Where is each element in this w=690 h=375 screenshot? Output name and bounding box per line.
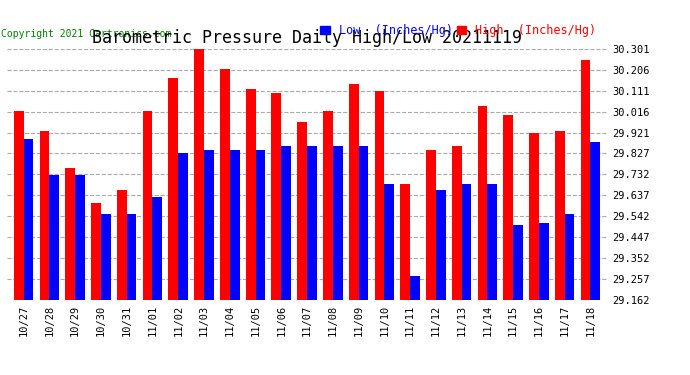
Bar	[91, 203, 101, 300]
Bar	[504, 115, 513, 300]
Bar	[178, 153, 188, 300]
Bar	[271, 93, 282, 300]
Text: Copyright 2021 Cartronics.com: Copyright 2021 Cartronics.com	[1, 29, 171, 39]
Bar	[282, 146, 291, 300]
Bar	[591, 142, 600, 300]
Bar	[127, 214, 137, 300]
Bar	[348, 84, 359, 300]
Bar	[168, 78, 178, 300]
Bar	[204, 150, 214, 300]
Bar	[75, 175, 85, 300]
Bar	[513, 225, 523, 300]
Bar	[436, 190, 446, 300]
Bar	[529, 133, 539, 300]
Bar	[333, 146, 343, 300]
Bar	[323, 111, 333, 300]
Bar	[564, 214, 575, 300]
Bar	[307, 146, 317, 300]
Bar	[297, 122, 307, 300]
Bar	[152, 197, 162, 300]
Bar	[410, 276, 420, 300]
Bar	[555, 130, 564, 300]
Bar	[194, 49, 204, 300]
Bar	[539, 223, 549, 300]
Bar	[426, 150, 436, 300]
Bar	[14, 111, 23, 300]
Legend: Low  (Inches/Hg), High  (Inches/Hg): Low (Inches/Hg), High (Inches/Hg)	[315, 20, 601, 42]
Bar	[39, 130, 50, 300]
Bar	[452, 146, 462, 300]
Bar	[117, 190, 127, 300]
Bar	[400, 183, 410, 300]
Bar	[23, 140, 33, 300]
Bar	[359, 146, 368, 300]
Bar	[246, 88, 255, 300]
Bar	[477, 106, 487, 300]
Bar	[581, 60, 591, 300]
Bar	[375, 91, 384, 300]
Title: Barometric Pressure Daily High/Low 20211119: Barometric Pressure Daily High/Low 20211…	[92, 29, 522, 47]
Bar	[255, 150, 266, 300]
Bar	[220, 69, 230, 300]
Bar	[487, 183, 497, 300]
Bar	[384, 183, 394, 300]
Bar	[101, 214, 110, 300]
Bar	[462, 183, 471, 300]
Bar	[66, 168, 75, 300]
Bar	[50, 175, 59, 300]
Bar	[230, 150, 239, 300]
Bar	[143, 111, 152, 300]
